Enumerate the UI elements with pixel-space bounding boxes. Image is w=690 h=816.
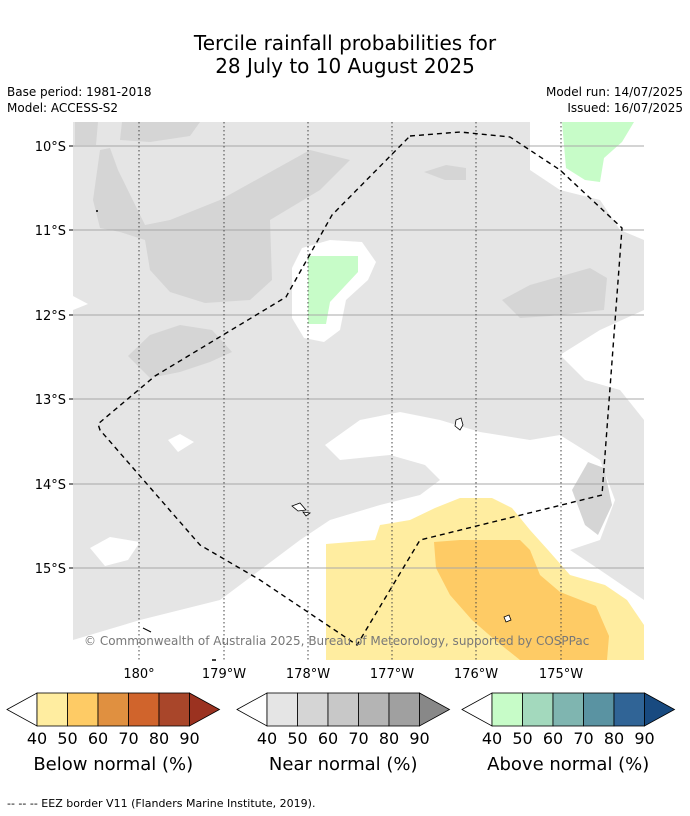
colorbar-tick-label: 50 — [287, 729, 307, 748]
x-tick-label: 177°W — [370, 667, 414, 682]
neutral-region-north — [530, 122, 644, 240]
colorbar-tick-label: 90 — [409, 729, 429, 748]
x-tick-label: 179°W — [202, 667, 246, 682]
islet-mark — [142, 627, 152, 633]
colorbar-max-extension — [189, 692, 221, 727]
colorbar-tick-label: 40 — [257, 729, 277, 748]
colorbar-tick-label: 60 — [543, 729, 563, 748]
near-normal-50-region-c — [93, 148, 350, 303]
x-tick-label: 178°W — [286, 667, 330, 682]
colorbar-tick-label: 60 — [88, 729, 108, 748]
colorbar-swatch — [388, 692, 420, 727]
axis-tick-marks — [69, 145, 73, 569]
gridlines — [73, 145, 644, 569]
colorbar-tick-label: 80 — [604, 729, 624, 748]
x-tick-label: 175°W — [539, 667, 583, 682]
colorbar-swatch — [552, 692, 584, 727]
colorbar-max-extension — [644, 692, 676, 727]
above-normal-40-region-central — [308, 256, 358, 324]
near-normal-50-region-f — [502, 268, 607, 318]
x-tick-label: 180° — [123, 667, 154, 682]
colorbar-tick-label: 80 — [149, 729, 169, 748]
near-normal-50-region-g — [572, 462, 612, 535]
colorbar-label: Above normal (%) — [487, 754, 649, 775]
chart-title-line2: 28 July to 10 August 2025 — [215, 54, 475, 78]
colorbar-swatch — [613, 692, 645, 727]
y-tick-label: 14°S — [35, 478, 66, 493]
colorbar-min-extension — [6, 692, 38, 727]
y-tick-label: 11°S — [35, 224, 66, 239]
colorbar-swatch — [36, 692, 68, 727]
colorbar-tick-label: 80 — [379, 729, 399, 748]
colorbar-swatch — [583, 692, 615, 727]
island-a — [454, 417, 464, 431]
neutral-region-edge — [73, 296, 88, 310]
islands — [291, 417, 512, 623]
colorbar-max-extension — [419, 692, 451, 727]
x-tick-labels: 180° 179°W 178°W 177°W 176°W 175°W — [123, 667, 583, 682]
colorbar-tick-label: 90 — [179, 729, 199, 748]
colorbar-swatch — [327, 692, 359, 727]
neutral-region-west — [90, 537, 140, 566]
y-tick-label: 10°S — [35, 140, 66, 155]
colorbars: 40 50 60 70 80 90 Below normal (%) 40 50 60 70 80 90… — [6, 692, 676, 775]
colorbar-swatch — [128, 692, 160, 727]
y-tick-label: 13°S — [35, 393, 66, 408]
colorbar-swatch — [491, 692, 523, 727]
x-tick-label: 176°W — [454, 667, 498, 682]
colorbar-swatch — [358, 692, 390, 727]
chart-title-line1: Tercile rainfall probabilities for — [193, 31, 497, 55]
colorbar-tick-label: 90 — [634, 729, 654, 748]
eez-footer-note: -- -- -- EEZ border V11 (Flanders Marine… — [7, 797, 316, 810]
eez-border — [97, 131, 623, 646]
colorbar-tick-label: 70 — [348, 729, 368, 748]
colorbar-tick-label: 50 — [512, 729, 532, 748]
near-normal-50-region-a — [75, 122, 98, 145]
colorbar-min-extension — [461, 692, 493, 727]
colorbar-swatch — [158, 692, 190, 727]
colorbar-swatch — [67, 692, 99, 727]
colorbar-swatch — [97, 692, 129, 727]
y-tick-label: 12°S — [35, 309, 66, 324]
near-normal-50-region-b — [120, 122, 200, 142]
colorbar-swatch — [297, 692, 329, 727]
near-normal-50-region-e — [424, 165, 466, 180]
colorbar-tick-label: 50 — [57, 729, 77, 748]
base-period-label: Base period: 1981-2018 — [7, 85, 152, 99]
y-tick-labels: 10°S 11°S 12°S 13°S 14°S 15°S — [35, 140, 66, 577]
island-d — [503, 614, 512, 623]
islet-dot — [96, 210, 98, 212]
y-tick-label: 15°S — [35, 562, 66, 577]
colorbar-tick-label: 70 — [118, 729, 138, 748]
model-label: Model: ACCESS-S2 — [7, 101, 119, 115]
colorbar-swatch — [266, 692, 298, 727]
copyright-text: © Commonwealth of Australia 2025, Bureau… — [84, 634, 589, 648]
above-normal-40-region-north — [562, 122, 634, 182]
below-normal-50-region — [434, 540, 609, 660]
colorbar-tick-label: 40 — [482, 729, 502, 748]
colorbar-label: Below normal (%) — [33, 754, 193, 775]
map-plot-area: © Commonwealth of Australia 2025, Bureau… — [73, 122, 644, 660]
colorbar-tick-label: 60 — [318, 729, 338, 748]
near-normal-50-region-d — [128, 325, 232, 378]
colorbar-min-extension — [236, 692, 268, 727]
colorbar-swatch — [522, 692, 554, 727]
model-run-label: Model run: 14/07/2025 — [545, 85, 683, 99]
neutral-region-small — [168, 434, 194, 452]
meridian-lines — [138, 122, 562, 660]
colorbar-label: Near normal (%) — [269, 754, 418, 775]
issued-label: Issued: 16/07/2025 — [567, 101, 683, 115]
neutral-region-east — [560, 310, 644, 420]
island-b — [291, 502, 307, 512]
colorbar-tick-label: 40 — [27, 729, 47, 748]
island-c — [302, 511, 312, 517]
colorbar-tick-label: 70 — [573, 729, 593, 748]
